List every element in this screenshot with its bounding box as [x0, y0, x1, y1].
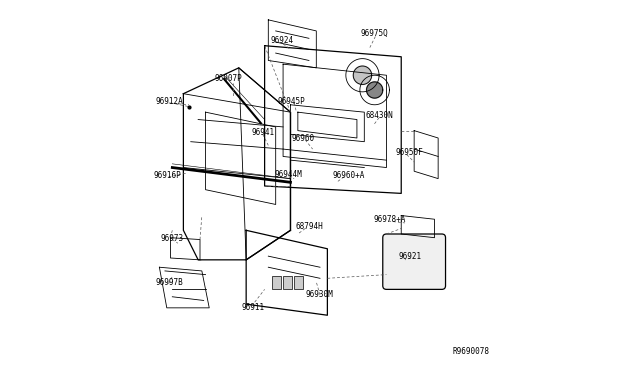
- Text: 68794H: 68794H: [295, 222, 323, 231]
- Text: 96912A: 96912A: [156, 97, 184, 106]
- Text: 96973: 96973: [161, 234, 184, 243]
- Text: 96950F: 96950F: [396, 148, 424, 157]
- Bar: [272, 276, 281, 289]
- Text: 96975Q: 96975Q: [360, 29, 388, 38]
- Text: 96930M: 96930M: [306, 290, 333, 299]
- Text: 96978+A: 96978+A: [374, 215, 406, 224]
- Bar: [294, 276, 303, 289]
- Text: 96911: 96911: [242, 302, 265, 312]
- FancyBboxPatch shape: [383, 234, 445, 289]
- Text: 68430N: 68430N: [365, 110, 393, 120]
- Text: 96921: 96921: [399, 252, 422, 262]
- Polygon shape: [367, 82, 383, 98]
- Bar: [283, 276, 292, 289]
- Text: 96907P: 96907P: [215, 74, 243, 83]
- Text: 96924: 96924: [270, 36, 293, 45]
- Text: 96960+A: 96960+A: [333, 171, 365, 180]
- Text: 96944M: 96944M: [274, 170, 302, 179]
- Text: 96997B: 96997B: [156, 278, 184, 287]
- Polygon shape: [353, 66, 372, 84]
- Text: 96960: 96960: [291, 134, 314, 142]
- Text: R9690078: R9690078: [453, 347, 490, 356]
- Text: 96916P: 96916P: [154, 171, 182, 180]
- Text: 96945P: 96945P: [278, 97, 305, 106]
- Text: 96941: 96941: [252, 128, 275, 137]
